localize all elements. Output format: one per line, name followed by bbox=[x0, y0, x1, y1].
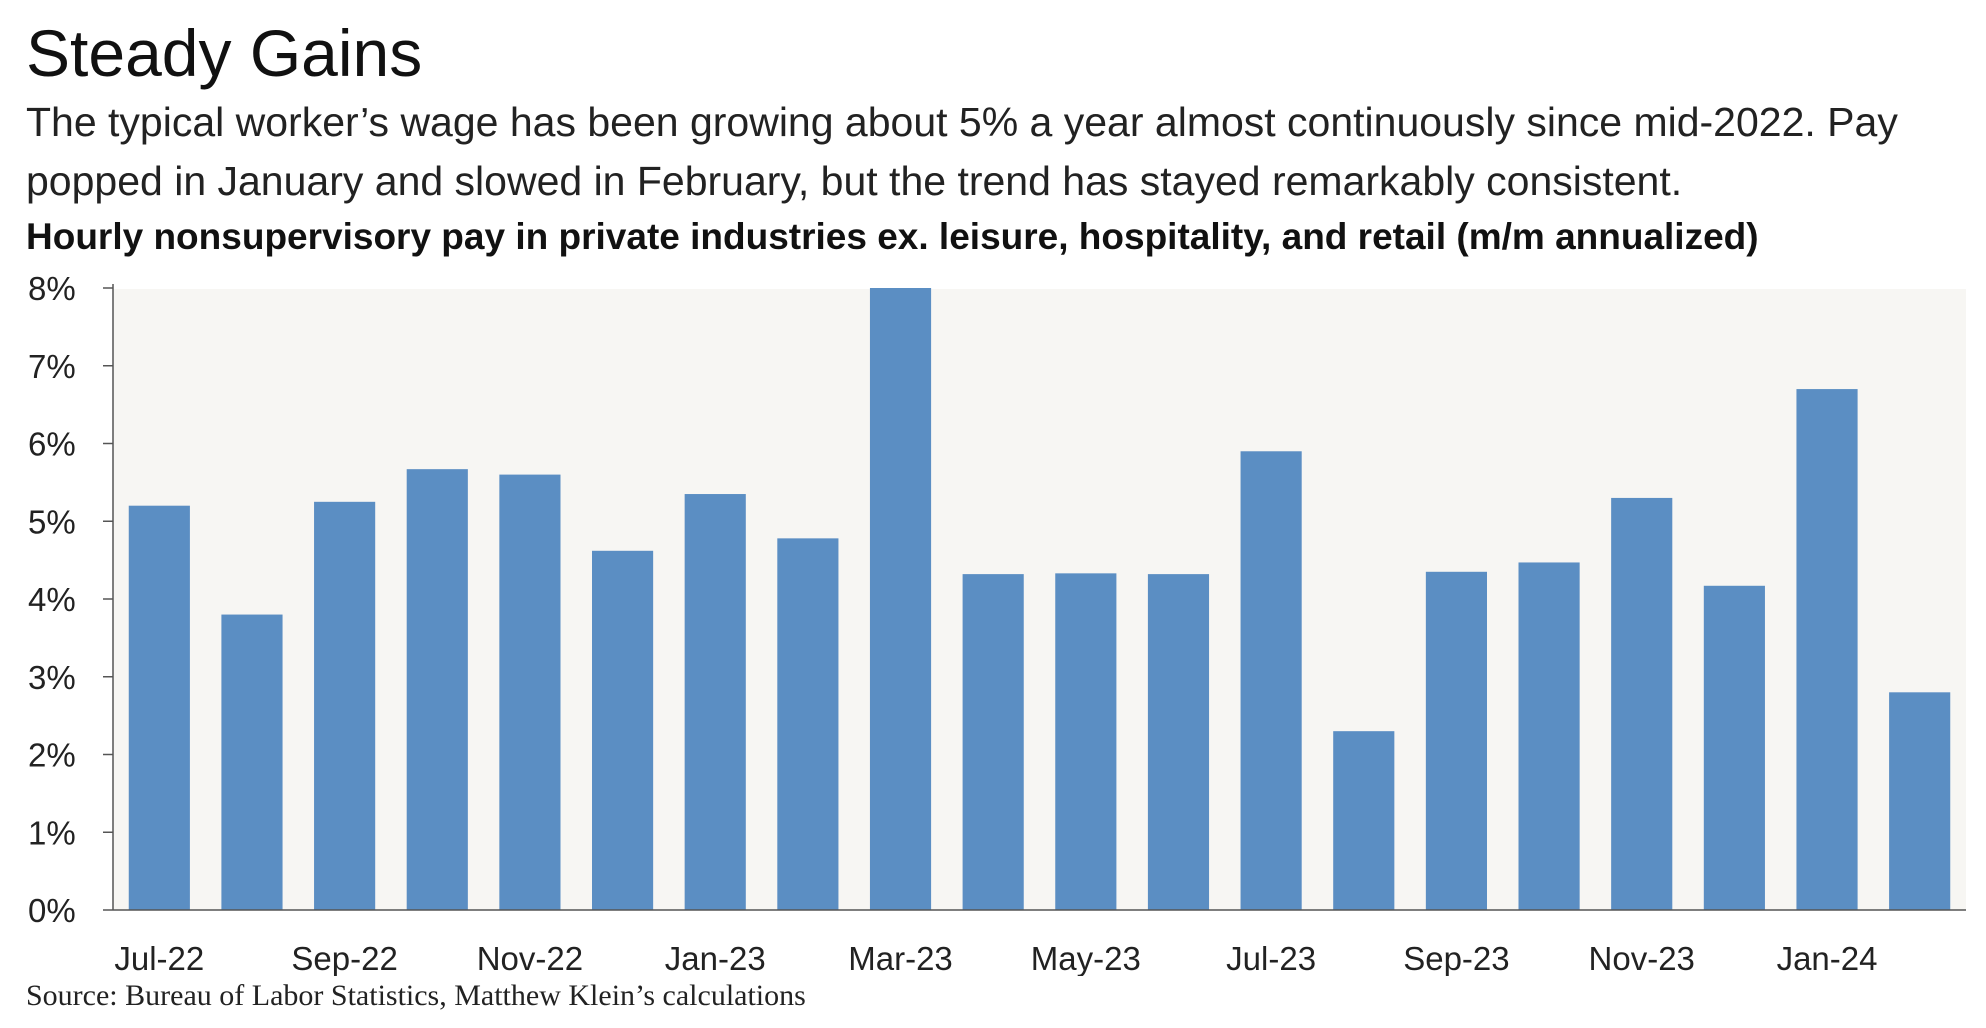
bar-feb-23 bbox=[777, 538, 839, 910]
x-tick-label: Jan-24 bbox=[1777, 940, 1878, 976]
bar-oct-22 bbox=[406, 469, 468, 910]
x-tick-label: Sep-22 bbox=[291, 940, 397, 976]
y-tick-label: 3% bbox=[28, 659, 76, 696]
bar-dec-23 bbox=[1703, 585, 1765, 910]
bar-jun-23 bbox=[1147, 574, 1210, 910]
bar-nov-22 bbox=[499, 474, 561, 910]
bar-jul-22 bbox=[128, 505, 190, 910]
y-tick-label: 2% bbox=[28, 737, 76, 774]
y-tick-label: 0% bbox=[28, 892, 76, 929]
bar-aug-22 bbox=[221, 614, 283, 910]
plot-background bbox=[113, 289, 1966, 910]
y-tick-label: 5% bbox=[28, 503, 76, 540]
bar-may-23 bbox=[1055, 573, 1117, 910]
bar-sep-23 bbox=[1425, 571, 1487, 910]
bar-jul-23 bbox=[1240, 451, 1302, 910]
bar-apr-23 bbox=[962, 574, 1024, 910]
x-tick-label: Nov-22 bbox=[477, 940, 583, 976]
bar-chart: 0% 1% 2% 3% 4% 5% 6% 7% 8% Jul-22 Sep-22 Nov-22 Jan… bbox=[28, 270, 1966, 976]
bar-mar-23 bbox=[869, 288, 932, 910]
y-tick-label: 8% bbox=[28, 270, 76, 307]
bars bbox=[128, 288, 1951, 910]
y-tick-label: 1% bbox=[28, 814, 76, 851]
chart-heading: Hourly nonsupervisory pay in private ind… bbox=[26, 216, 1759, 257]
x-tick-label: Jul-23 bbox=[1226, 940, 1316, 976]
bar-feb-24 bbox=[1889, 692, 1951, 910]
bar-sep-22 bbox=[314, 501, 376, 910]
y-tick-label: 6% bbox=[28, 426, 76, 463]
x-tick-label: Sep-23 bbox=[1403, 940, 1509, 976]
y-axis-ticks: 0% 1% 2% 3% 4% 5% 6% 7% 8% bbox=[28, 270, 113, 929]
x-tick-label: May-23 bbox=[1031, 940, 1141, 976]
chart-title: Steady Gains bbox=[26, 16, 423, 90]
x-tick-label: Jul-22 bbox=[114, 940, 204, 976]
x-tick-label: Jan-23 bbox=[665, 940, 766, 976]
y-tick-label: 4% bbox=[28, 581, 76, 618]
chart-subtitle: The typical worker’s wage has been growi… bbox=[26, 99, 1898, 204]
source-note: Source: Bureau of Labor Statistics, Matt… bbox=[26, 979, 806, 1012]
bar-aug-23 bbox=[1333, 731, 1395, 910]
x-axis-ticks: Jul-22 Sep-22 Nov-22 Jan-23 Mar-23 May-23 Jul-… bbox=[114, 940, 1877, 976]
bar-nov-23 bbox=[1611, 497, 1673, 910]
bar-jan-23 bbox=[684, 494, 746, 910]
bar-dec-22 bbox=[592, 550, 654, 910]
bar-oct-23 bbox=[1518, 562, 1580, 910]
bar-jan-24 bbox=[1796, 389, 1858, 910]
y-tick-label: 7% bbox=[28, 348, 76, 385]
x-tick-label: Mar-23 bbox=[848, 940, 953, 976]
x-tick-label: Nov-23 bbox=[1589, 940, 1695, 976]
